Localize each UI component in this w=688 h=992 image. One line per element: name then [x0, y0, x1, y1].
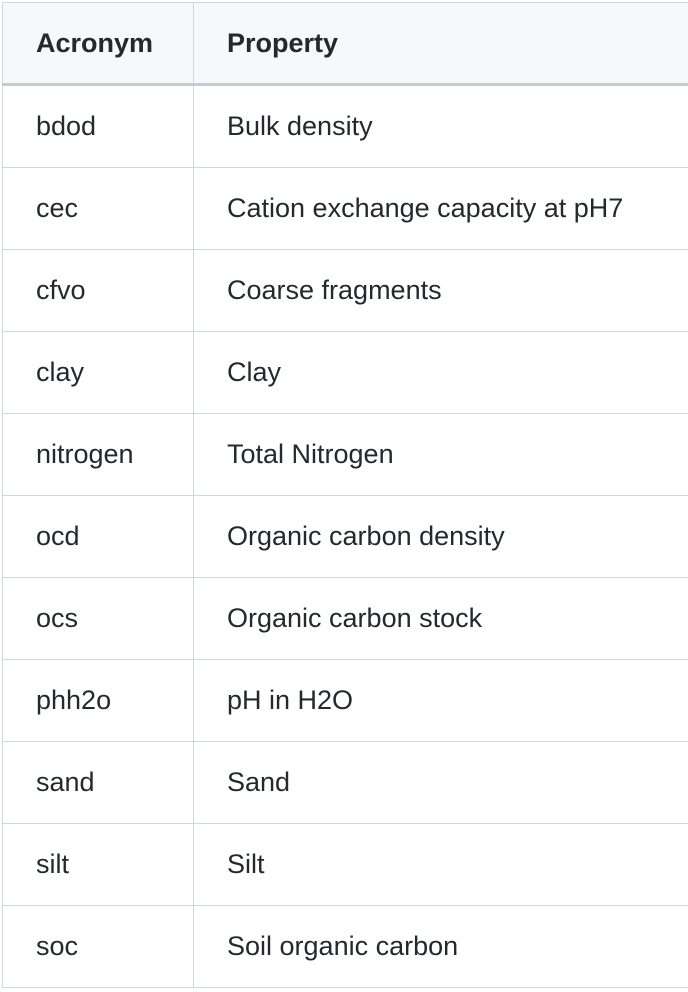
table-row: ocs Organic carbon stock	[2, 577, 688, 660]
acronym-cell: ocd	[2, 495, 194, 578]
acronym-cell: sand	[2, 741, 194, 824]
property-cell: pH in H2O	[193, 659, 688, 742]
property-cell: Coarse fragments	[193, 249, 688, 332]
table-header: Acronym Property	[2, 2, 688, 86]
property-cell: Total Nitrogen	[193, 413, 688, 496]
table-row: phh2o pH in H2O	[2, 659, 688, 742]
property-cell: Clay	[193, 331, 688, 414]
acronym-cell: bdod	[2, 84, 194, 168]
header-property: Property	[193, 2, 688, 86]
acronym-cell: ocs	[2, 577, 194, 660]
property-cell: Organic carbon stock	[193, 577, 688, 660]
property-cell: Sand	[193, 741, 688, 824]
table-row: bdod Bulk density	[2, 84, 688, 168]
acronym-cell: soc	[2, 905, 194, 988]
table-body: bdod Bulk density cec Cation exchange ca…	[2, 84, 688, 988]
property-cell: Cation exchange capacity at pH7	[193, 167, 688, 250]
acronym-cell: cfvo	[2, 249, 194, 332]
header-acronym: Acronym	[2, 2, 194, 86]
acronym-cell: clay	[2, 331, 194, 414]
table-row: clay Clay	[2, 331, 688, 414]
property-cell: Soil organic carbon	[193, 905, 688, 988]
table-row: soc Soil organic carbon	[2, 905, 688, 988]
property-cell: Bulk density	[193, 84, 688, 168]
table-row: cec Cation exchange capacity at pH7	[2, 167, 688, 250]
property-cell: Silt	[193, 823, 688, 906]
header-row: Acronym Property	[2, 2, 688, 86]
table-row: silt Silt	[2, 823, 688, 906]
property-cell: Organic carbon density	[193, 495, 688, 578]
table-row: sand Sand	[2, 741, 688, 824]
acronym-cell: silt	[2, 823, 194, 906]
table-row: ocd Organic carbon density	[2, 495, 688, 578]
acronym-cell: phh2o	[2, 659, 194, 742]
acronym-cell: cec	[2, 167, 194, 250]
table-row: nitrogen Total Nitrogen	[2, 413, 688, 496]
acronym-cell: nitrogen	[2, 413, 194, 496]
table-row: cfvo Coarse fragments	[2, 249, 688, 332]
